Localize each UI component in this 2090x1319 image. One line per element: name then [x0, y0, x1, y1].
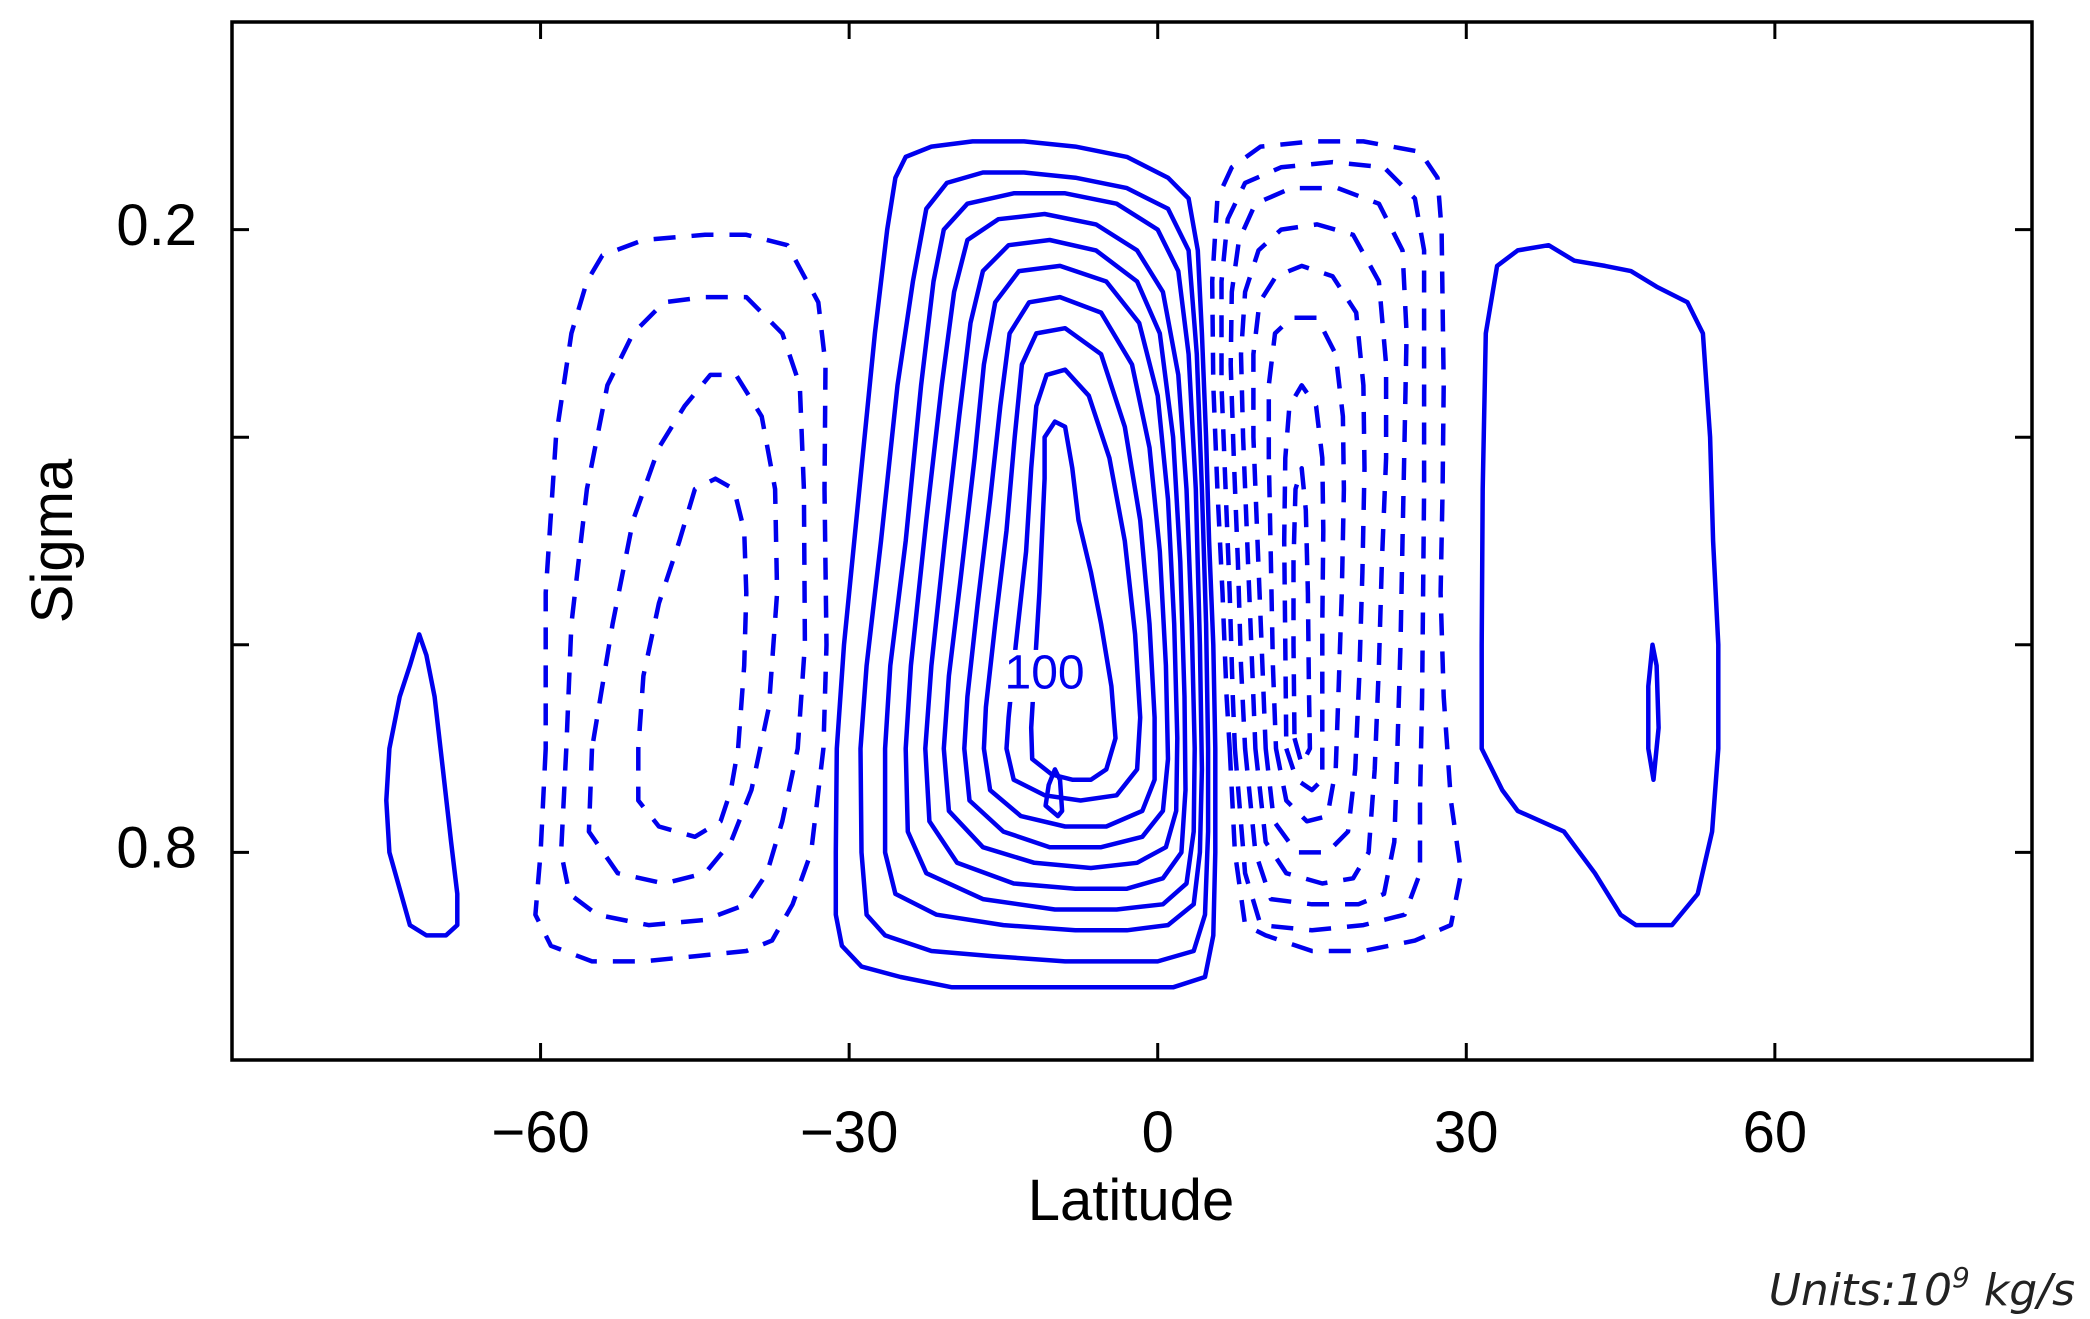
negative-contour-line	[1281, 383, 1326, 793]
x-tick-label: −30	[800, 1100, 898, 1165]
negative-contour-line	[1238, 222, 1389, 886]
negative-contour-line	[1251, 263, 1367, 855]
negative-contour-line	[636, 476, 749, 840]
units-suffix: kg/s	[1970, 1265, 2075, 1316]
contour-value-label: 100	[1005, 647, 1085, 700]
positive-contour-line	[903, 211, 1197, 912]
plot-frame	[230, 20, 2034, 1062]
tick-labels: −60 −30 0 30 60 0.2 0.8	[116, 193, 1807, 1165]
positive-contour-line	[1646, 642, 1661, 782]
y-tick-label: 0.8	[116, 816, 197, 881]
x-tick-label: −60	[491, 1100, 589, 1165]
negative-contour-line	[558, 294, 808, 928]
positive-contour-line	[962, 294, 1171, 850]
contour-label-background	[998, 649, 1091, 702]
units-note: Units:109 kg/s	[1769, 1261, 2075, 1316]
x-axis-title: Latitude	[1028, 1168, 1234, 1233]
units-note-text: Units:10	[1769, 1265, 1952, 1316]
negative-contour-line	[1209, 139, 1464, 954]
negative-contour-line	[1291, 466, 1313, 767]
positive-contour-line	[1479, 242, 1721, 928]
units-exponent: 9	[1952, 1261, 1970, 1294]
positive-contour-line	[384, 632, 460, 938]
positive-contour-line	[1028, 419, 1118, 782]
positive-contour-line	[923, 237, 1188, 891]
positive-contour-line	[833, 139, 1218, 990]
y-axis-title: Sigma	[20, 458, 85, 623]
negative-contour-line	[533, 232, 829, 964]
positive-contour-line	[858, 170, 1211, 964]
positive-contour-line	[1004, 367, 1143, 803]
positive-contour-line	[981, 325, 1157, 829]
positive-contour-line	[941, 263, 1180, 871]
axis-ticks	[232, 22, 2032, 1060]
x-tick-label: 0	[1142, 1100, 1174, 1165]
positive-contour-line	[882, 191, 1205, 933]
negative-contour-line	[586, 372, 780, 886]
y-tick-label: 0.2	[116, 193, 197, 258]
x-tick-label: 30	[1434, 1100, 1499, 1165]
negative-contour-line	[1228, 185, 1409, 907]
x-tick-label: 60	[1743, 1100, 1808, 1165]
positive-contour-line	[1043, 767, 1065, 819]
negative-contour-line	[1219, 159, 1427, 933]
contour-lines	[384, 139, 1721, 990]
negative-contour-line	[1266, 315, 1347, 824]
